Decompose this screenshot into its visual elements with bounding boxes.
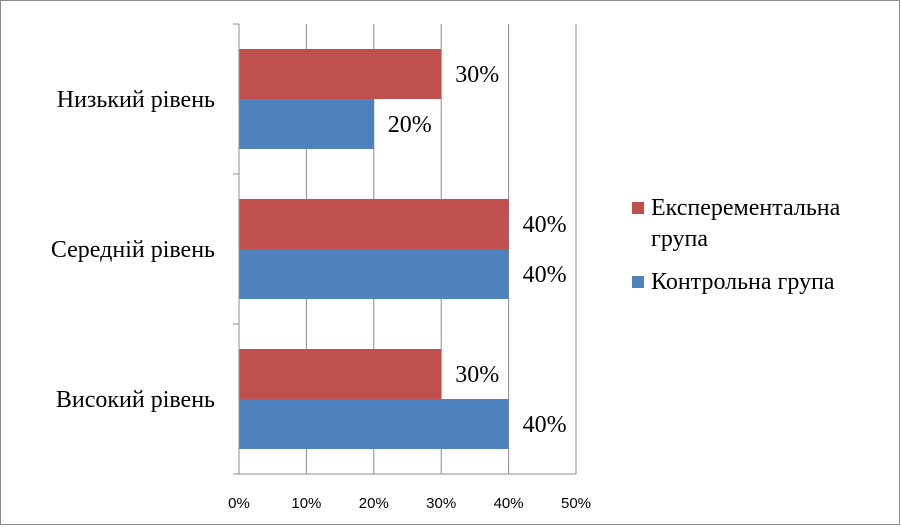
legend-swatch	[632, 276, 644, 288]
x-tick-label: 10%	[291, 495, 321, 512]
bar-experimental	[239, 349, 442, 399]
x-tick-label: 40%	[494, 495, 524, 512]
bar-experimental	[239, 49, 442, 99]
category-label: Низький рівень	[57, 87, 215, 113]
bar-experimental	[239, 199, 509, 249]
category-label: Середній рівень	[51, 237, 215, 263]
category-label: Високий рівень	[56, 387, 215, 413]
legend-label: Експерементальна	[651, 195, 841, 221]
axes	[233, 23, 576, 475]
bar-control	[239, 99, 374, 149]
bar-control	[239, 399, 509, 449]
x-tick-label: 0%	[228, 495, 250, 512]
data-label: 30%	[455, 62, 499, 88]
legend-swatch	[632, 202, 644, 214]
bars	[239, 49, 509, 449]
legend-label: група	[651, 226, 708, 252]
x-tick-label: 30%	[426, 495, 456, 512]
legend-label: Контрольна група	[651, 269, 835, 295]
x-tick-label: 50%	[561, 495, 591, 512]
data-label: 20%	[388, 112, 432, 138]
x-tick-label: 20%	[359, 495, 389, 512]
legend: Експерементальна група Контрольна група	[632, 195, 841, 295]
data-label: 40%	[523, 212, 567, 238]
data-label: 40%	[523, 412, 567, 438]
data-label: 40%	[523, 262, 567, 288]
bar-control	[239, 249, 509, 299]
data-label: 30%	[455, 362, 499, 388]
labels: 0% 10% 20% 30% 40% 50% 30% 20% Низький рівень 40%…	[51, 62, 591, 512]
